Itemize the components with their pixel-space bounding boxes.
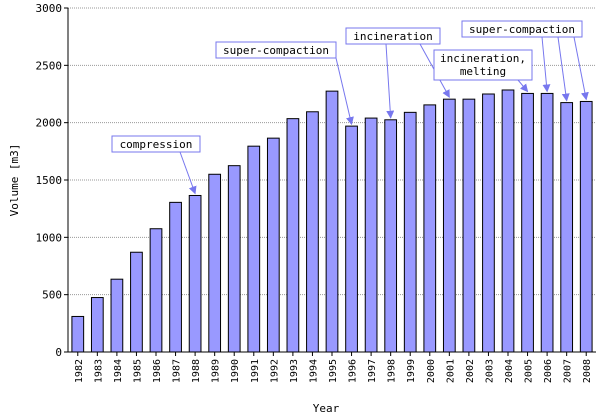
x-tick-label: 1986: [152, 359, 163, 383]
bar: [169, 201, 182, 353]
bars: [71, 89, 593, 353]
x-tick-label: 1989: [211, 359, 222, 383]
x-tick-label: 1984: [113, 359, 124, 383]
bar: [501, 89, 515, 353]
annotation-arrow: [541, 36, 551, 93]
x-tick-label: 2007: [563, 359, 574, 383]
bar: [286, 118, 300, 353]
y-tick-label: 1500: [36, 174, 63, 187]
bar: [227, 165, 241, 353]
bar: [403, 111, 417, 353]
annotation-box: [461, 20, 583, 38]
annotation-arrow: [179, 151, 197, 195]
x-tick-label: 1985: [132, 359, 143, 383]
x-tick-label: 2000: [426, 359, 437, 383]
x-tick-label: 1990: [230, 359, 241, 383]
bar: [266, 137, 280, 353]
bar: [560, 102, 574, 353]
annotation-arrow: [335, 57, 354, 126]
bar: [306, 111, 319, 353]
bar: [442, 98, 456, 353]
bar: [188, 194, 202, 353]
annotation: super-compaction: [215, 41, 337, 59]
annotation-box: [111, 135, 201, 153]
bar: [540, 92, 554, 353]
x-tick-label: 2003: [484, 359, 495, 383]
x-tick-label: 1993: [289, 359, 300, 383]
bar: [149, 228, 163, 353]
bar: [247, 145, 261, 353]
x-tick-label: 1996: [348, 359, 359, 383]
y-tick-label: 1000: [36, 231, 63, 244]
x-tick-label: 1992: [269, 359, 280, 383]
y-tick-labels: 0 500 1000 1500 2000 2500 3000: [36, 2, 68, 359]
bar: [208, 173, 222, 353]
x-axis-label: Year: [313, 402, 340, 415]
x-tick-label: 2001: [445, 359, 456, 383]
bar: [364, 117, 378, 353]
x-tick-label: 1988: [191, 359, 202, 383]
bar: [462, 98, 476, 353]
annotation: super-compaction: [461, 20, 583, 38]
y-tick-label: 500: [42, 289, 62, 302]
x-tick-label: 2005: [524, 359, 535, 383]
y-tick-label: 2500: [36, 59, 63, 72]
y-tick-label: 0: [55, 346, 62, 359]
annotation-arrow: [517, 79, 529, 93]
annotation-text: compression: [120, 138, 193, 151]
bar: [423, 104, 437, 353]
bar: [130, 251, 143, 353]
bar: [384, 119, 398, 353]
x-tick-label: 1999: [406, 359, 417, 383]
annotation-text: super-compaction: [223, 44, 329, 57]
y-axis-label: Volume [m3]: [8, 144, 21, 217]
bar: [482, 93, 495, 353]
bar: [110, 278, 124, 353]
bar: [71, 315, 85, 353]
x-tick-label: 1987: [172, 359, 183, 383]
annotation: incineration: [345, 27, 441, 45]
annotation: compression: [111, 135, 201, 153]
x-tick-label: 1991: [250, 359, 261, 383]
annotation-box: [433, 49, 533, 81]
annotation-arrow: [557, 36, 570, 102]
annotation-arrows: [179, 36, 589, 195]
x-tick-label: 1995: [328, 359, 339, 383]
annotation-box: [215, 41, 337, 59]
x-tick-labels: 1982 1983 1984 1985 1986 1987 1988 1989 1990 1991…: [74, 352, 593, 383]
x-tick-label: 2002: [465, 359, 476, 383]
x-tick-label: 2006: [543, 359, 554, 383]
annotation-arrow: [385, 43, 395, 119]
bar: [325, 90, 339, 353]
annotation: incineration,melting: [433, 49, 533, 81]
x-tick-label: 1994: [308, 359, 319, 383]
x-tick-label: 1982: [74, 359, 85, 383]
x-tick-label: 2008: [582, 359, 593, 383]
bar: [521, 92, 534, 353]
annotation-text: super-compaction: [469, 23, 575, 36]
annotation-text: melting: [460, 65, 506, 78]
annotation-box: [345, 27, 441, 45]
x-tick-label: 1997: [367, 359, 378, 383]
y-tick-label: 2000: [36, 117, 63, 130]
x-tick-label: 2004: [504, 359, 515, 383]
bar: [345, 125, 358, 353]
bar: [579, 100, 593, 353]
annotation-arrow: [573, 36, 589, 101]
annotations: compressionsuper-compactionincinerationi…: [111, 20, 583, 153]
annotation-text: incineration,: [440, 52, 526, 65]
annotation-text: incineration: [353, 30, 432, 43]
bar: [90, 297, 104, 353]
y-tick-label: 3000: [36, 2, 63, 15]
x-tick-label: 1983: [93, 359, 104, 383]
x-tick-label: 1998: [387, 359, 398, 383]
